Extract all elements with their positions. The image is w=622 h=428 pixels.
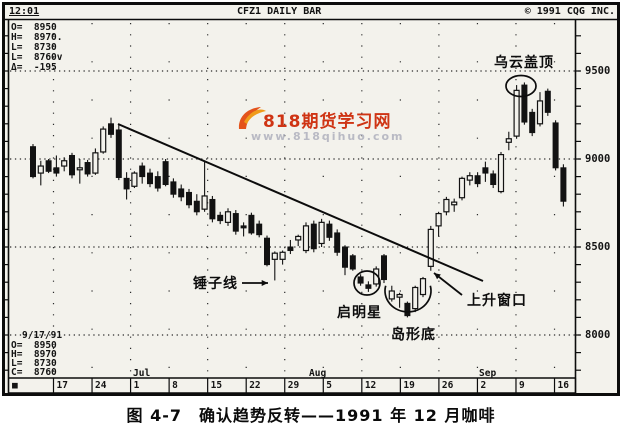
date-tick-label: 22 xyxy=(249,380,261,391)
morning-star-label: 启明星 xyxy=(337,305,382,321)
date-tick-label: 5 xyxy=(326,380,332,391)
price-tick-label: 9000 xyxy=(585,153,611,165)
chart-title: CFZ1 DAILY BAR xyxy=(237,6,322,17)
date-tick-label: 29 xyxy=(287,380,300,391)
month-label: Sep xyxy=(479,368,497,379)
quote-last: L= 8760v xyxy=(11,52,63,63)
rising-window-label: 上升窗口 xyxy=(467,293,527,309)
date-tick-label: 17 xyxy=(56,380,68,391)
island-bottom-label: 岛形底 xyxy=(391,327,436,343)
date-tick-label: 9 xyxy=(518,380,525,391)
watermark-site-url: www.818qihuo.com xyxy=(251,130,405,143)
month-label: Aug xyxy=(309,368,327,379)
session-high: H= 8970 xyxy=(11,349,57,360)
date-tick-label: 26 xyxy=(441,380,454,391)
quote-net-change: Δ= -195 xyxy=(11,62,57,73)
quote-open: O= 8950 xyxy=(11,22,57,33)
date-tick-label: 16 xyxy=(557,380,569,391)
date-tick-label: 15 xyxy=(210,380,223,391)
price-tick-label: 9500 xyxy=(585,65,611,77)
date-tick-label: 8 xyxy=(172,380,178,391)
watermark-site-name: 818期货学习网 xyxy=(263,112,392,132)
session-low: L= 8730 xyxy=(11,358,57,369)
session-date: 9/17/91 xyxy=(22,330,63,341)
date-tick-label: 2 xyxy=(480,380,487,391)
session-open: O= 8950 xyxy=(11,340,57,351)
date-tick-label: 24 xyxy=(95,380,107,391)
month-label: Jul xyxy=(133,368,151,379)
price-tick-label: 8500 xyxy=(585,241,611,253)
price-tick-label: 8000 xyxy=(585,329,611,341)
date-tick-label: 1 xyxy=(133,380,140,391)
quote-high: H= 8970. xyxy=(11,32,63,43)
copyright-text: © 1991 CQG INC. xyxy=(524,6,615,17)
terminal-time: 12:01 xyxy=(9,6,40,17)
figure-caption: 图 4-7 确认趋势反转——1991 年 12 月咖啡 xyxy=(126,406,496,425)
quote-low: L= 8730 xyxy=(11,42,57,53)
watermark-logo-icon xyxy=(238,107,266,129)
date-axis-marker: ■ xyxy=(12,380,18,391)
date-tick-label: 12 xyxy=(364,380,377,391)
date-tick-label: 19 xyxy=(403,380,415,391)
dark-cloud-cover-label: 乌云盖顶 xyxy=(494,55,554,71)
hammer-label: 锤子线 xyxy=(193,276,238,292)
session-close: C= 8760 xyxy=(11,367,57,378)
